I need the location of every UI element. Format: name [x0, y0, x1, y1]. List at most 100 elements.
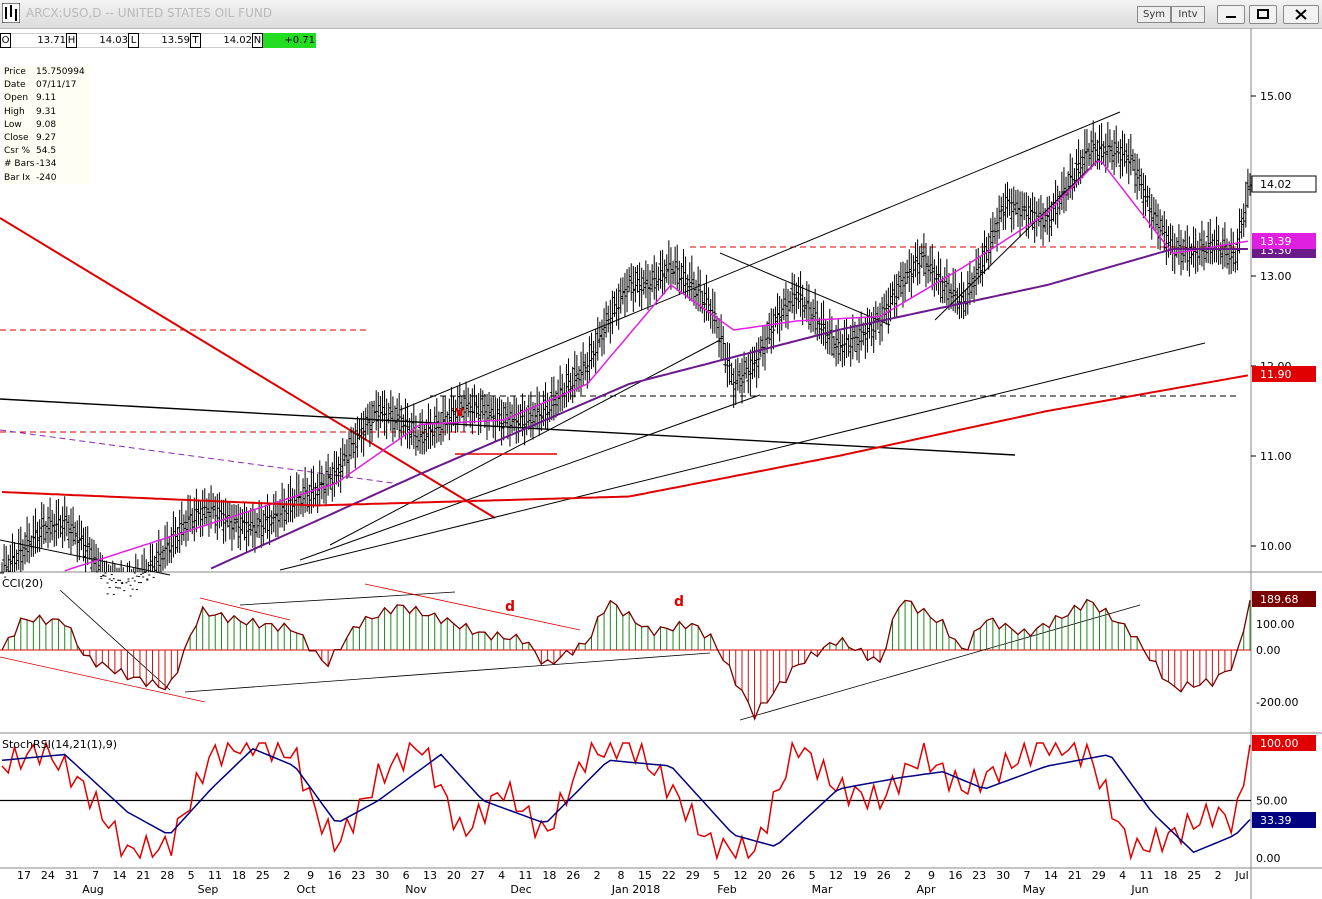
info-value: 15.750994: [36, 67, 85, 77]
info-value: 9.27: [36, 133, 57, 144]
x-day-tick: 28: [160, 869, 174, 882]
x-day-tick: 30: [375, 869, 389, 882]
price-tick-label: 11.00: [1260, 450, 1292, 463]
info-row: Open 9.11: [2, 92, 90, 105]
x-day-tick: 4: [498, 869, 505, 882]
info-label: Open: [4, 93, 29, 104]
stochrsi-tick-label: 50.00: [1256, 795, 1288, 808]
x-day-tick: 13: [423, 869, 437, 882]
x-month-label: Apr: [916, 883, 936, 896]
x-day-tick: 18: [232, 869, 246, 882]
maximize-button[interactable]: [1249, 5, 1277, 24]
x-day-tick: 22: [662, 869, 676, 882]
x-day-tick: 18: [542, 869, 556, 882]
info-label: Close: [4, 133, 29, 144]
interval-button[interactable]: Intv: [1171, 6, 1205, 23]
cci-panel-title: CCI(20): [2, 577, 43, 590]
x-day-tick: 18: [1163, 869, 1177, 882]
info-label: Price: [4, 67, 26, 77]
ma-short-tag-bg: [1252, 233, 1316, 249]
x-month-label: May: [1023, 883, 1046, 896]
x-day-tick: 17: [17, 869, 31, 882]
info-value: -134: [36, 159, 57, 170]
stochrsi-panel-title: StochRSI(14,21(1),9): [2, 738, 117, 751]
annotation-d: d: [505, 599, 515, 615]
x-day-tick: 5: [713, 869, 720, 882]
info-row: High 9.31: [2, 106, 90, 119]
x-day-tick: 5: [809, 869, 816, 882]
x-day-tick: 14: [1044, 869, 1058, 882]
x-day-tick: 30: [996, 869, 1010, 882]
x-day-tick: 27: [471, 869, 485, 882]
x-month-label: Sep: [198, 883, 219, 896]
purple-dash-trend: [0, 429, 401, 485]
x-day-tick: 5: [188, 869, 195, 882]
close-button[interactable]: [1283, 5, 1319, 24]
x-month-label: Feb: [717, 883, 736, 896]
mid-channel: [299, 394, 761, 561]
chart-app-icon: [2, 3, 20, 23]
minimize-button[interactable]: [1217, 5, 1245, 24]
x-day-tick: 4: [1119, 869, 1126, 882]
cci-red-3: [364, 583, 581, 631]
stochrsi-last-tag: 100.00: [1260, 737, 1299, 750]
cci-down-black: [59, 589, 171, 691]
x-day-tick: 2: [1215, 869, 1222, 882]
last-price-tag-bg: [1252, 176, 1316, 192]
stochrsi-signal-tag: 33.39: [1260, 814, 1292, 827]
info-label: Date: [4, 80, 26, 91]
x-day-tick: Jul: [1234, 869, 1248, 882]
x-day-tick: 8: [618, 869, 625, 882]
x-day-tick: 2: [283, 869, 290, 882]
info-row: Price 15.750994: [2, 66, 90, 79]
info-label: Bar Ix: [4, 172, 31, 183]
info-row: Date 07/11/17: [2, 79, 90, 92]
symbol-button[interactable]: Sym: [1137, 6, 1171, 23]
stochrsi-tick-label: 0.00: [1256, 852, 1281, 865]
x-day-tick: 19: [853, 869, 867, 882]
net-change-value: +0.71: [263, 33, 316, 48]
lower-channel: [279, 342, 1206, 571]
x-day-tick: 21: [136, 869, 150, 882]
info-value: 9.08: [36, 119, 57, 130]
window-titlebar: ARCX:USO,D -- UNITED STATES OIL FUND Sym…: [0, 0, 1322, 29]
x-day-tick: 26: [781, 869, 795, 882]
x-day-tick: 2: [594, 869, 601, 882]
cci-last-tag: 189.68: [1260, 593, 1299, 606]
open-key: O: [0, 33, 11, 48]
cci-rise-black: [739, 604, 1141, 721]
info-row: Bar Ix -240: [2, 172, 90, 185]
x-day-tick: 14: [113, 869, 127, 882]
x-day-tick: 6: [403, 869, 410, 882]
info-value: 07/11/17: [36, 80, 77, 91]
cci-top-black: [239, 591, 456, 606]
x-day-tick: 9: [928, 869, 935, 882]
last-price-tag-border: [1251, 175, 1317, 193]
last-price-tag: 14.02: [1260, 178, 1292, 191]
stochrsi-signal-tag-bg: [1252, 812, 1316, 828]
info-label: Low: [4, 119, 22, 130]
info-value: -240: [36, 172, 57, 183]
x-month-label: Jan 2018: [611, 883, 660, 896]
x-day-tick: 7: [92, 869, 99, 882]
x-day-tick: 11: [208, 869, 222, 882]
x-day-tick: 25: [1187, 869, 1201, 882]
x-day-tick: 31: [65, 869, 79, 882]
price-tick-label: 13.00: [1260, 270, 1292, 283]
net-key: N: [252, 33, 263, 48]
x-day-tick: 7: [1024, 869, 1031, 882]
cci-line: [1, 598, 1251, 721]
x-day-tick: 29: [1092, 869, 1106, 882]
x-day-tick: 29: [686, 869, 700, 882]
x-day-tick: 12: [733, 869, 747, 882]
price-panel: v: [0, 120, 1252, 597]
x-day-tick: 23: [972, 869, 986, 882]
upper-channel: [399, 111, 1121, 411]
x-day-tick: 15: [638, 869, 652, 882]
cci-lower-red: [0, 656, 206, 703]
cci-bottom-black: [184, 652, 711, 693]
x-day-tick: 11: [519, 869, 533, 882]
x-day-tick: 26: [566, 869, 580, 882]
x-day-tick: 26: [877, 869, 891, 882]
